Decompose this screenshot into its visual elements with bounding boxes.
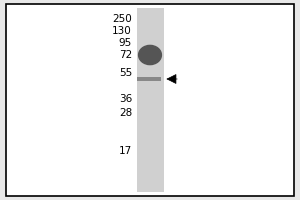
Text: 55: 55 bbox=[119, 68, 132, 78]
Text: 36: 36 bbox=[119, 94, 132, 104]
Text: 250: 250 bbox=[112, 14, 132, 24]
Bar bbox=[136, 77, 160, 81]
FancyBboxPatch shape bbox=[6, 4, 294, 196]
Text: 130: 130 bbox=[112, 26, 132, 36]
Text: 95: 95 bbox=[119, 38, 132, 48]
Bar bbox=[136, 8, 164, 192]
Ellipse shape bbox=[139, 45, 161, 65]
Text: 28: 28 bbox=[119, 108, 132, 118]
Text: 72: 72 bbox=[119, 50, 132, 60]
Text: 17: 17 bbox=[119, 146, 132, 156]
